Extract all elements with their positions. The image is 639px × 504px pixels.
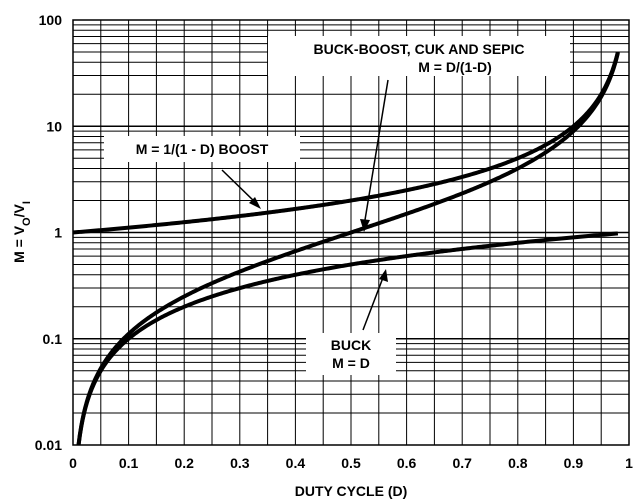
x-tick-label: 0.8 — [508, 455, 528, 471]
series-line-0 — [76, 231, 619, 446]
annotation-buck-boost-line2: M = D/(1-D) — [418, 59, 492, 75]
y-tick-label: 10 — [46, 118, 62, 134]
y-tick-labels: 0.01 0.1 1 10 100 — [35, 12, 62, 453]
annotation-boost-arrowhead — [249, 197, 261, 209]
annotation-buck-boost: BUCK-BOOST, CUK AND SEPIC M = D/(1-D) — [268, 36, 570, 232]
annotation-buck-line1: BUCK — [331, 337, 371, 353]
annotation-buck-boost-arrowhead — [360, 219, 370, 232]
x-tick-label: 0.2 — [174, 455, 194, 471]
annotation-buck-arrow — [362, 274, 385, 331]
annotation-boost-arrow — [221, 169, 258, 205]
annotation-boost: M = 1/(1 - D) BOOST — [104, 136, 300, 209]
y-axis-title-slash: /V — [11, 203, 27, 217]
annotation-buck-arrowhead — [379, 269, 388, 282]
x-tick-label: 0.6 — [397, 455, 417, 471]
annotation-buck-boost-box — [268, 36, 570, 76]
y-axis-title-sub-o: O — [21, 217, 33, 226]
x-tick-label: 1 — [625, 455, 633, 471]
curves — [72, 51, 620, 446]
y-tick-label: 0.1 — [43, 331, 63, 347]
x-tick-label: 0.4 — [286, 455, 306, 471]
y-axis-title-sub-i: I — [21, 201, 33, 204]
annotation-buck-boost-line1: BUCK-BOOST, CUK AND SEPIC — [313, 41, 524, 57]
x-tick-label: 0.3 — [230, 455, 250, 471]
y-tick-label: 100 — [39, 12, 63, 28]
annotation-buck: BUCK M = D — [306, 269, 396, 375]
annotation-boost-box — [104, 136, 300, 162]
x-axis-title: DUTY CYCLE (D) — [295, 483, 408, 499]
annotation-boost-line1: M = 1/(1 - D) BOOST — [136, 141, 269, 157]
annotation-buck-box — [306, 333, 396, 375]
annotation-buck-line2: M = D — [332, 355, 370, 371]
series-line-1 — [72, 51, 620, 235]
y-tick-label: 0.01 — [35, 437, 62, 453]
series-line-2 — [76, 52, 620, 446]
x-tick-label: 0.7 — [452, 455, 472, 471]
x-tick-label: 0.5 — [341, 455, 361, 471]
annotation-buck-boost-arrow — [363, 79, 389, 227]
y-axis-title-main: M = V — [11, 225, 27, 263]
y-axis-title: M = VO/VI — [11, 201, 33, 263]
x-tick-labels: 0 0.1 0.2 0.3 0.4 0.5 0.6 0.7 0.8 0.9 1 — [69, 455, 633, 471]
x-tick-label: 0.9 — [564, 455, 584, 471]
x-tick-label: 0.1 — [119, 455, 139, 471]
y-tick-label: 1 — [54, 225, 62, 241]
x-tick-label: 0 — [69, 455, 77, 471]
